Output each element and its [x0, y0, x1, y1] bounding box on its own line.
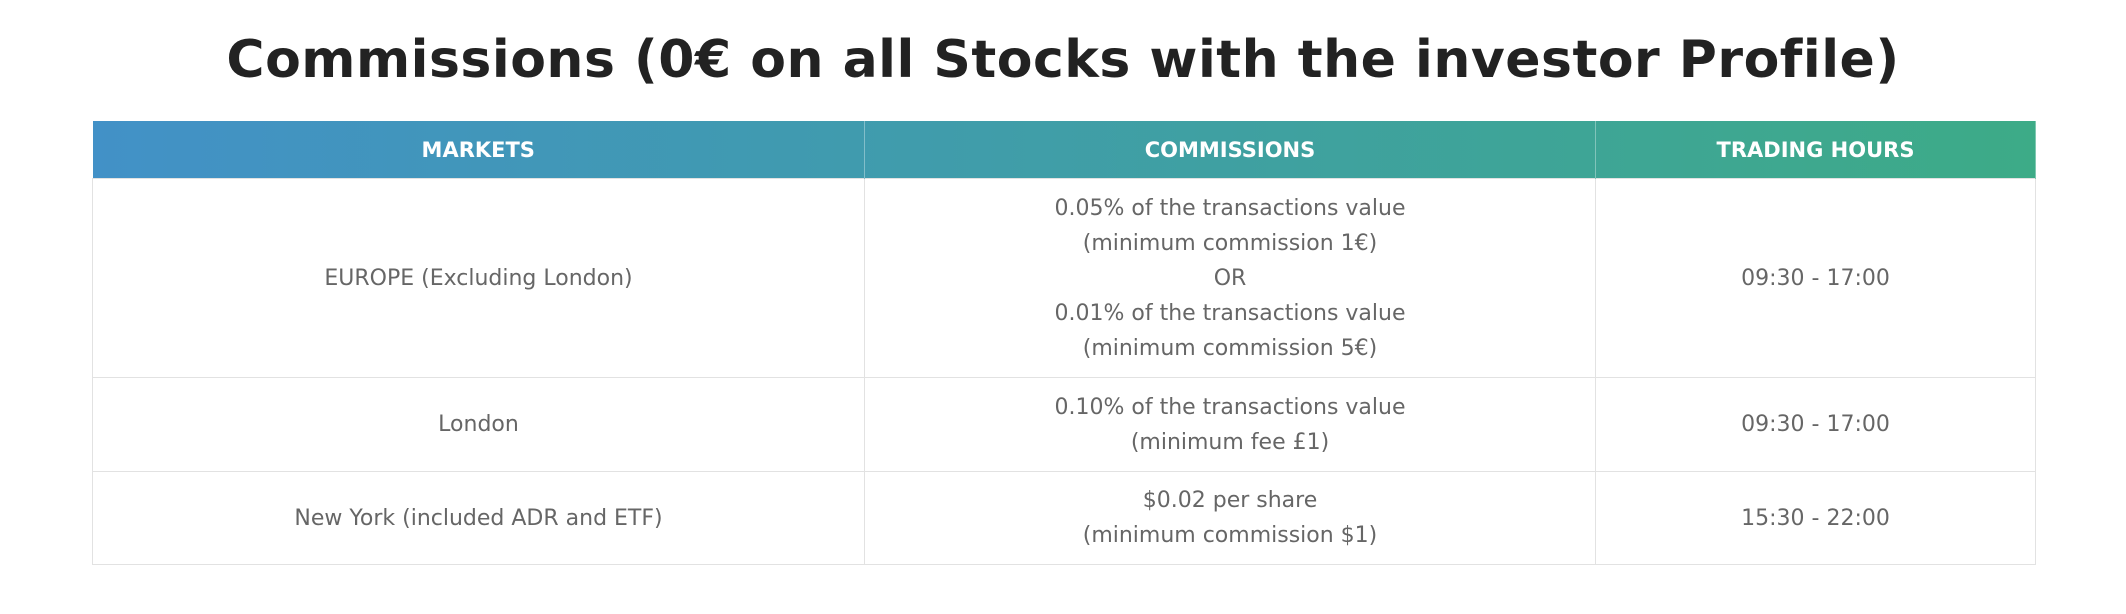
commission-line: 0.10% of the transactions value [1054, 394, 1406, 420]
commission-line: 0.01% of the transactions value [1054, 300, 1406, 326]
commission-line: OR [1213, 265, 1247, 291]
commissions-table: MARKETS COMMISSIONS TRADING HOURS EUROPE (… [92, 121, 2036, 565]
table-row: EUROPE (Excluding London) 0.05% of the tr… [92, 178, 2036, 378]
table-row: London 0.10% of the transactions value (mi… [92, 377, 2036, 472]
column-header: TRADING HOURS [1595, 121, 2036, 179]
commission-cell: 0.05% of the transactions value (minimum … [864, 178, 1596, 378]
market-cell: EUROPE (Excluding London) [92, 178, 865, 378]
commission-line: $0.02 per share [1142, 488, 1318, 513]
hours-cell: 09:30 - 17:00 [1595, 178, 2036, 378]
commission-line: 0.05% of the transactions value [1054, 195, 1406, 221]
market-cell: New York (included ADR and ETF) [92, 471, 865, 565]
column-header: COMMISSIONS [864, 121, 1596, 179]
hours-cell: 15:30 - 22:00 [1595, 471, 2036, 565]
commission-line: (minimum commission $1) [1082, 523, 1378, 548]
commission-line: (minimum fee £1) [1130, 429, 1330, 455]
market-cell: London [92, 377, 865, 472]
header-row: MARKETS COMMISSIONS TRADING HOURS [92, 121, 2036, 179]
table-row: New York (included ADR and ETF) $0.02 per… [92, 471, 2036, 565]
commission-cell: $0.02 per share (minimum commission $1) [864, 471, 1596, 565]
commission-line: (minimum commission 5€) [1082, 335, 1378, 361]
commission-cell: 0.10% of the transactions value (minimum … [864, 377, 1596, 472]
column-header: MARKETS [92, 121, 865, 179]
commission-line: (minimum commission 1€) [1082, 230, 1378, 256]
page-title: Commissions (0€ on all Stocks with the i… [226, 30, 1900, 90]
hours-cell: 09:30 - 17:00 [1595, 377, 2036, 472]
